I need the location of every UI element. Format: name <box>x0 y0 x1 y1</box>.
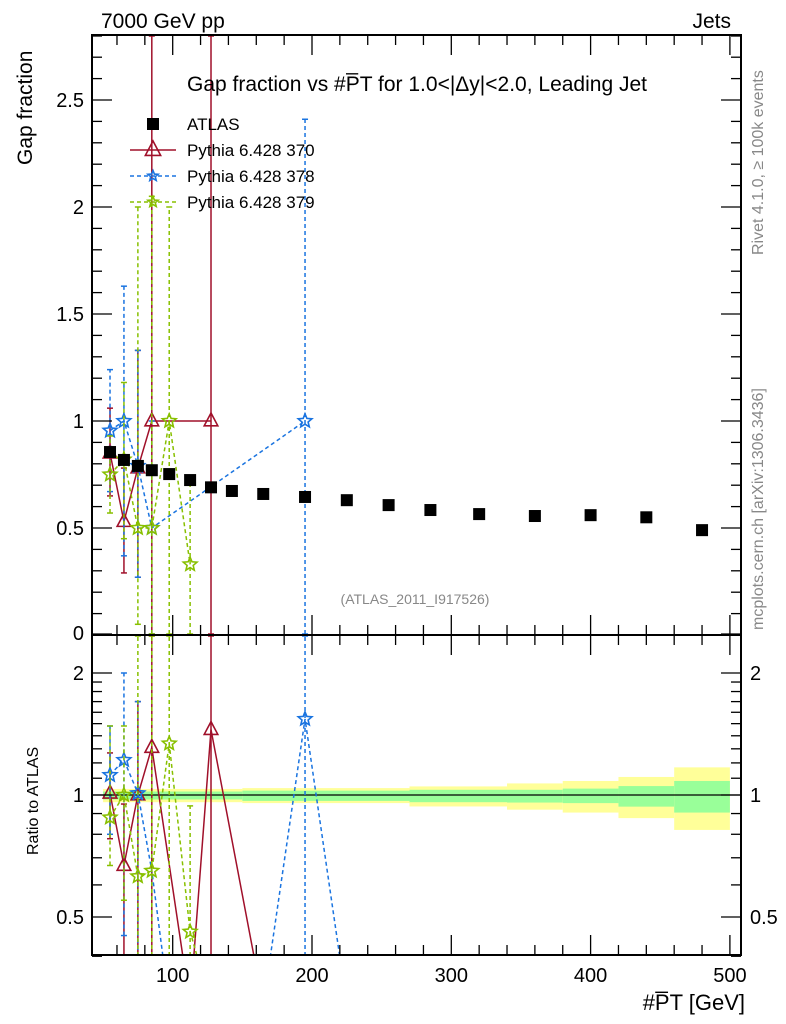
data-point <box>696 524 709 537</box>
mcplots-label: mcplots.cern.ch [arXiv:1306.3436] <box>750 388 767 630</box>
analysis-id-label: (ATLAS_2011_I917526) <box>341 591 490 607</box>
data-point <box>473 508 486 521</box>
y-tick-label: 0.5 <box>56 518 84 540</box>
data-point <box>640 511 653 524</box>
data-point <box>131 459 144 472</box>
data-point <box>299 490 312 503</box>
stat-uncertainty-bin <box>507 789 563 803</box>
data-point <box>296 709 314 727</box>
series-line <box>109 729 255 955</box>
stat-uncertainty-bin <box>562 788 619 804</box>
ratio-plot-series <box>101 635 341 955</box>
y-axis-label: Gap fraction <box>14 51 37 165</box>
stat-uncertainty-bin <box>618 786 675 807</box>
data-point <box>163 468 176 481</box>
data-point <box>160 411 179 429</box>
stat-uncertainty-bin <box>409 789 508 803</box>
legend-marker <box>144 139 162 157</box>
data-point <box>143 411 160 427</box>
ratio-y-tick-label-right: 0.5 <box>750 907 778 929</box>
plot-title: Gap fraction vs #P̅T for 1.0<|Δy|<2.0, L… <box>187 73 647 96</box>
data-point <box>142 518 161 536</box>
data-point <box>181 555 200 572</box>
stat-uncertainty-bin <box>242 790 410 801</box>
data-point <box>382 499 395 512</box>
data-point <box>225 484 238 497</box>
data-point <box>202 719 220 736</box>
x-tick-label: 200 <box>295 965 328 987</box>
data-point <box>424 504 437 517</box>
data-point <box>184 474 197 487</box>
series-line <box>109 420 191 565</box>
data-point <box>202 411 220 427</box>
legend-marker <box>147 118 159 130</box>
main-series-atlas <box>104 446 709 537</box>
data-point <box>205 481 218 494</box>
data-point <box>142 861 161 879</box>
ratio-y-tick-label: 1 <box>73 785 84 807</box>
data-point <box>257 487 270 500</box>
series-line <box>109 718 341 955</box>
data-point <box>128 783 147 801</box>
legend-label: Pythia 6.428 379 <box>187 193 315 212</box>
y-tick-label: 0 <box>73 623 84 645</box>
data-point <box>115 785 133 803</box>
data-point <box>584 509 597 522</box>
y-tick-label: 2 <box>73 197 84 219</box>
ratio-y-tick-label: 2 <box>73 663 84 685</box>
ratio-y-axis-label: Ratio to ATLAS <box>25 747 42 855</box>
data-point <box>181 922 200 940</box>
data-point <box>145 464 158 477</box>
ratio-y-tick-label-right: 1 <box>750 785 761 807</box>
ratio-y-tick-label: 0.5 <box>56 907 84 929</box>
x-tick-label: 500 <box>713 965 746 987</box>
ratio-uncertainty-band <box>103 767 730 830</box>
legend-label: Pythia 6.428 370 <box>187 141 315 160</box>
data-point <box>340 494 353 507</box>
x-axis-label: #P̅T [GeV] <box>643 990 745 1015</box>
x-tick-label: 400 <box>574 965 607 987</box>
data-point <box>528 510 541 523</box>
ratio-series-pythia-6-428-378 <box>101 635 341 955</box>
rivet-version-label: Rivet 4.1.0, ≥ 100k events <box>750 70 767 255</box>
legend-label: ATLAS <box>187 115 240 134</box>
data-point <box>128 867 147 884</box>
data-point <box>101 465 119 483</box>
data-point <box>160 734 179 752</box>
y-tick-label: 2.5 <box>56 90 84 112</box>
axis-ticks: 0 0.5 1 1.5 2 2.5 0.5 0.5 1 1 2 2 100 200 300 400 500 <box>56 35 778 987</box>
category-label: Jets <box>692 10 731 33</box>
legend-label: Pythia 6.428 378 <box>187 167 315 186</box>
data-point <box>296 411 314 429</box>
x-tick-label: 100 <box>156 965 189 987</box>
energy-label: 7000 GeV pp <box>101 10 225 33</box>
x-tick-label: 300 <box>435 965 468 987</box>
y-tick-label: 1.5 <box>56 304 84 326</box>
main-plot-series <box>101 35 709 635</box>
data-point <box>117 453 130 466</box>
stat-uncertainty-bin <box>674 780 730 813</box>
data-point <box>104 446 117 459</box>
data-point <box>115 750 133 768</box>
legend-marker <box>145 168 161 183</box>
ratio-y-tick-label-right: 2 <box>750 663 761 685</box>
data-point <box>101 421 119 439</box>
y-tick-label: 1 <box>73 411 84 433</box>
legend: ATLAS Pythia 6.428 370 Pythia 6.428 378 Pyt… <box>130 115 315 212</box>
legend-marker <box>145 194 161 209</box>
ratio-series-pythia-6-428-370 <box>101 635 255 955</box>
data-point <box>128 518 147 536</box>
ratio-series-pythia-6-428-379 <box>101 635 200 955</box>
ratio-plot-frame <box>91 634 742 956</box>
series-line <box>109 419 306 530</box>
data-point <box>101 808 119 826</box>
